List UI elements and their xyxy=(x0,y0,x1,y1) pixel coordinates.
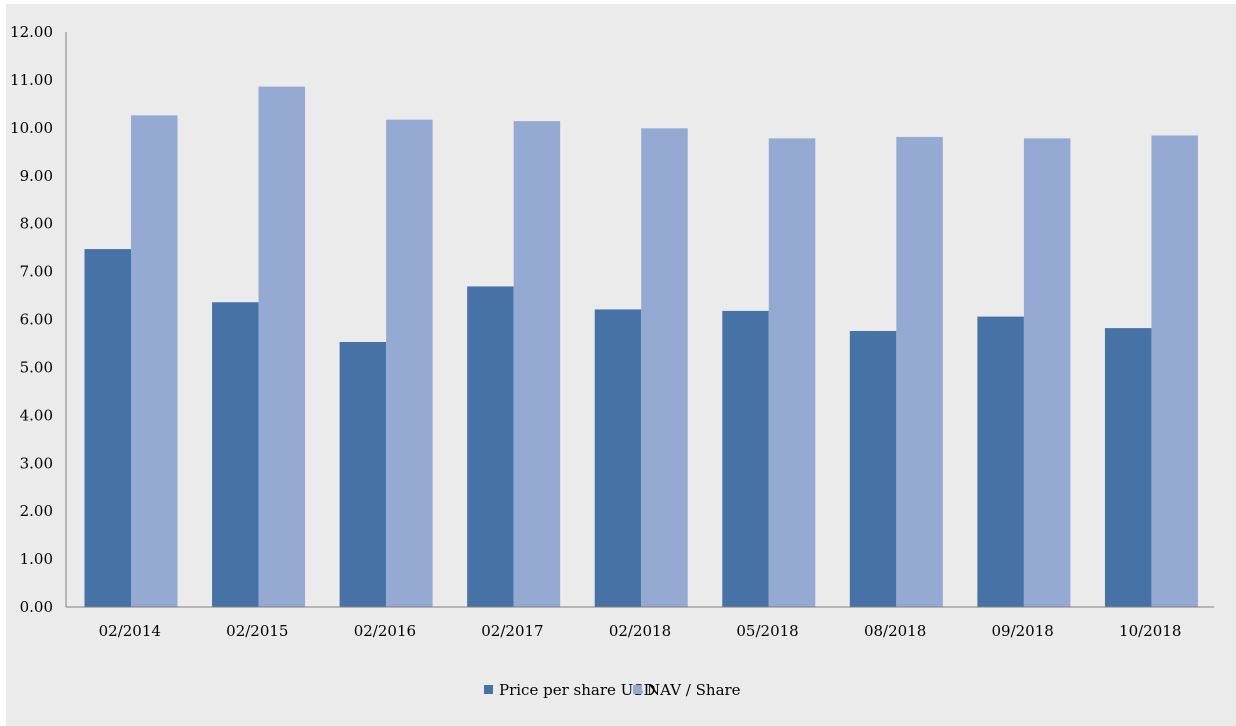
x-tick-label: 02/2015 xyxy=(226,622,288,640)
x-axis-tick-labels: 02/2014 02/2015 02/2016 02/2017 02/2018 05/20… xyxy=(99,622,1182,640)
bar-price-per-share xyxy=(212,302,259,607)
bars xyxy=(84,86,1198,607)
x-tick-label: 05/2018 xyxy=(736,622,798,640)
y-tick-label: 5.00 xyxy=(20,358,53,376)
bar-price-per-share xyxy=(977,316,1024,607)
chart-area: 0.00 1.00 2.00 3.00 4.00 5.00 6.00 7.00 8.00 9.00… xyxy=(6,4,1236,726)
legend-swatch-price-per-share xyxy=(484,685,493,694)
bar-nav-per-share xyxy=(768,138,816,607)
bar-nav-per-share xyxy=(641,128,688,607)
bar-nav-per-share xyxy=(1151,135,1198,607)
x-tick-label: 02/2017 xyxy=(481,622,543,640)
x-tick-label: 08/2018 xyxy=(864,622,926,640)
bar-nav-per-share xyxy=(258,86,306,607)
bar-price-per-share xyxy=(467,286,514,607)
y-tick-label: 2.00 xyxy=(20,502,53,520)
y-tick-label: 8.00 xyxy=(20,215,53,233)
y-tick-label: 7.00 xyxy=(20,263,53,281)
bar-price-per-share xyxy=(849,331,897,607)
bar-price-per-share xyxy=(594,309,642,607)
x-tick-label: 02/2018 xyxy=(609,622,671,640)
bar-nav-per-share xyxy=(1023,138,1071,607)
bar-nav-per-share xyxy=(386,119,433,607)
x-tick-label: 09/2018 xyxy=(992,622,1054,640)
legend-swatch-nav-per-share xyxy=(633,685,642,694)
y-tick-label: 11.00 xyxy=(10,71,53,89)
y-tick-label: 9.00 xyxy=(20,167,53,185)
bar-price-per-share xyxy=(339,342,387,607)
y-tick-label: 6.00 xyxy=(20,311,53,329)
x-tick-label: 02/2014 xyxy=(99,622,161,640)
legend-label-nav-per-share: NAV / Share xyxy=(647,681,741,699)
bar-nav-per-share xyxy=(513,121,561,607)
y-tick-label: 0.00 xyxy=(20,598,53,616)
bar-price-per-share xyxy=(84,249,131,607)
bar-chart: 0.00 1.00 2.00 3.00 4.00 5.00 6.00 7.00 8.00 9.00… xyxy=(10,23,1214,699)
y-tick-label: 4.00 xyxy=(20,406,53,424)
y-tick-label: 1.00 xyxy=(20,550,53,568)
bar-nav-per-share xyxy=(896,136,943,607)
bar-price-per-share xyxy=(722,310,769,607)
legend-label-price-per-share: Price per share USD xyxy=(499,681,656,699)
bar-nav-per-share xyxy=(131,115,178,607)
y-tick-label: 10.00 xyxy=(10,119,53,137)
y-tick-label: 12.00 xyxy=(10,23,53,41)
y-tick-label: 3.00 xyxy=(20,454,53,472)
bar-price-per-share xyxy=(1104,328,1152,607)
x-tick-label: 10/2018 xyxy=(1119,622,1181,640)
y-axis-tick-labels: 0.00 1.00 2.00 3.00 4.00 5.00 6.00 7.00 8.00 9.00… xyxy=(10,23,53,616)
x-tick-label: 02/2016 xyxy=(354,622,416,640)
